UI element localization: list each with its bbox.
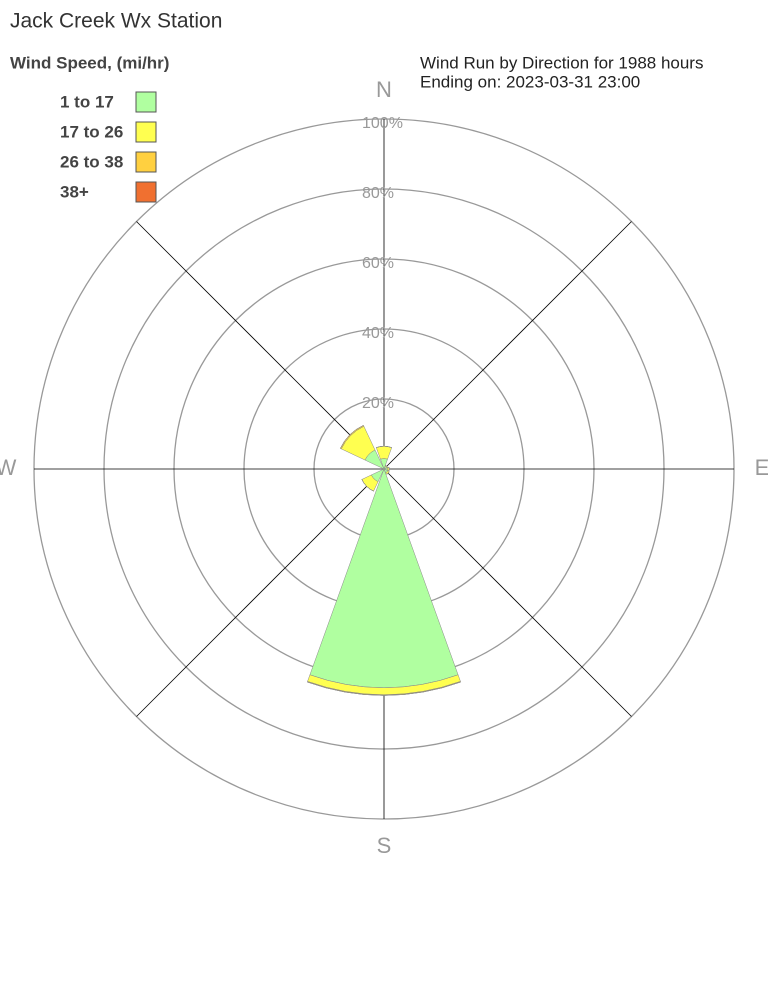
legend-swatch	[135, 181, 157, 203]
chart-title: Jack Creek Wx Station	[10, 10, 222, 33]
spoke	[383, 221, 632, 470]
spoke	[136, 221, 385, 470]
wedge-segment	[307, 681, 461, 696]
wedge-segment	[376, 446, 392, 448]
direction-label: N	[376, 77, 392, 102]
legend-label: 17 to 26	[60, 122, 123, 141]
subtitle: Ending on: 2023-03-31 23:00	[420, 72, 640, 91]
r-tick-label: 60%	[362, 255, 394, 272]
r-tick-label: 80%	[362, 185, 394, 202]
spoke	[136, 468, 385, 717]
spoke	[383, 468, 632, 717]
legend-swatch	[135, 121, 157, 143]
legend-swatch	[135, 151, 157, 173]
legend-label: 38+	[60, 182, 89, 201]
wedge-segment	[361, 479, 374, 492]
r-tick-label: 40%	[362, 325, 394, 342]
legend-title: Wind Speed, (mi/hr)	[10, 53, 169, 72]
direction-label: W	[0, 455, 17, 480]
direction-label: S	[377, 833, 392, 858]
legend-swatch	[135, 91, 157, 113]
direction-label: E	[755, 455, 768, 480]
subtitle: Wind Run by Direction for 1988 hours	[420, 53, 703, 72]
legend-label: 26 to 38	[60, 152, 123, 171]
r-tick-label: 100%	[362, 115, 403, 132]
legend-label: 1 to 17	[60, 92, 114, 111]
r-tick-label: 20%	[362, 395, 394, 412]
